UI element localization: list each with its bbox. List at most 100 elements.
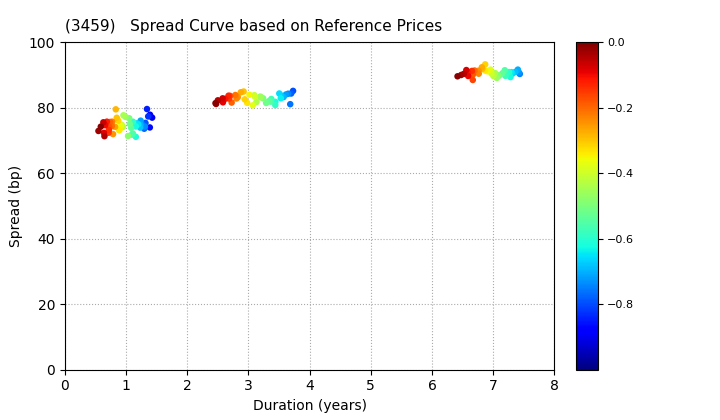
Point — [247, 102, 258, 109]
Point — [467, 76, 479, 83]
Point — [238, 88, 249, 95]
Point — [243, 92, 255, 98]
Point — [287, 87, 299, 94]
Point — [99, 133, 110, 139]
Point — [239, 96, 251, 102]
Point — [230, 92, 241, 98]
Point — [143, 113, 154, 120]
Point — [124, 121, 135, 127]
Point — [251, 99, 262, 105]
Point — [491, 74, 503, 81]
Point — [130, 134, 142, 140]
Point — [476, 64, 487, 71]
Point — [122, 133, 134, 139]
Point — [500, 73, 511, 79]
Point — [210, 100, 221, 107]
Point — [284, 101, 296, 108]
Point — [492, 72, 504, 79]
Point — [255, 93, 266, 100]
Text: (3459)   Spread Curve based on Reference Prices: (3459) Spread Curve based on Reference P… — [65, 19, 442, 34]
Point — [255, 94, 266, 101]
Point — [138, 125, 150, 132]
Point — [261, 100, 272, 106]
Point — [507, 70, 518, 77]
Point — [487, 73, 499, 79]
Point — [109, 123, 121, 130]
Point — [107, 131, 119, 137]
Point — [106, 123, 117, 129]
Point — [127, 118, 139, 125]
Point — [114, 126, 125, 132]
Point — [103, 129, 114, 136]
Point — [135, 117, 146, 124]
Point — [140, 120, 151, 126]
Point — [278, 94, 289, 100]
Point — [513, 69, 525, 76]
Point — [505, 69, 517, 76]
Point — [282, 90, 294, 97]
Point — [458, 71, 469, 77]
Point — [217, 95, 228, 102]
Point — [139, 120, 150, 127]
Point — [98, 119, 109, 126]
Point — [115, 122, 127, 129]
Point — [144, 111, 156, 118]
Point — [137, 121, 148, 128]
Point — [112, 117, 124, 124]
Point — [111, 114, 122, 121]
Point — [467, 71, 479, 78]
Point — [503, 69, 515, 76]
Point — [451, 73, 463, 80]
Point — [275, 92, 287, 99]
Point — [235, 89, 246, 96]
Point — [469, 67, 480, 74]
Point — [93, 128, 104, 134]
Point — [141, 106, 153, 113]
Point — [139, 123, 150, 130]
Point — [144, 124, 156, 131]
Point — [110, 106, 122, 113]
Point — [510, 68, 521, 75]
Point — [275, 95, 287, 102]
Point — [241, 100, 253, 106]
Point — [223, 95, 235, 102]
Point — [280, 91, 292, 98]
Point — [265, 98, 276, 105]
Point — [263, 98, 274, 105]
Point — [499, 67, 510, 74]
Point — [249, 93, 261, 100]
Point — [98, 129, 109, 136]
Point — [461, 67, 472, 74]
Point — [493, 72, 505, 79]
Y-axis label: Spread (bp): Spread (bp) — [9, 165, 23, 247]
Point — [104, 124, 115, 131]
Point — [123, 115, 135, 122]
Point — [230, 95, 242, 102]
Point — [131, 120, 143, 127]
Point — [285, 90, 297, 97]
Point — [514, 71, 526, 77]
Point — [485, 70, 497, 76]
Point — [130, 123, 142, 130]
Point — [505, 74, 516, 81]
Point — [480, 61, 491, 68]
Point — [95, 123, 107, 130]
Point — [107, 118, 118, 125]
Point — [126, 131, 138, 138]
Point — [217, 99, 229, 106]
Point — [210, 101, 222, 108]
Point — [113, 127, 125, 134]
Point — [99, 122, 111, 129]
Point — [462, 73, 474, 79]
Point — [512, 66, 523, 73]
Point — [473, 67, 485, 74]
Point — [266, 96, 277, 102]
Point — [257, 95, 269, 102]
Point — [222, 92, 234, 99]
Point — [248, 92, 260, 99]
Point — [467, 68, 478, 74]
Point — [103, 126, 114, 133]
Point — [225, 92, 236, 99]
Point — [117, 112, 129, 118]
Point — [485, 66, 496, 73]
